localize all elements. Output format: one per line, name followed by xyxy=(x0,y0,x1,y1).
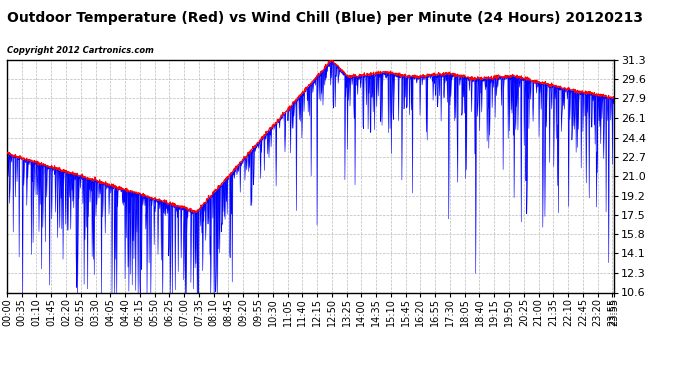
Text: Outdoor Temperature (Red) vs Wind Chill (Blue) per Minute (24 Hours) 20120213: Outdoor Temperature (Red) vs Wind Chill … xyxy=(7,11,643,25)
Text: Copyright 2012 Cartronics.com: Copyright 2012 Cartronics.com xyxy=(7,46,154,56)
